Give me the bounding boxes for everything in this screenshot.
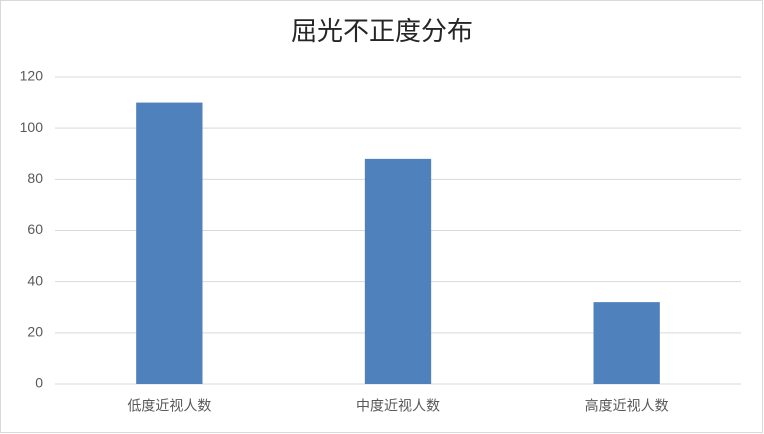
y-tick-label: 0	[35, 375, 43, 391]
x-tick-label: 低度近视人数	[127, 398, 211, 414]
bar	[136, 102, 203, 384]
bar	[364, 158, 432, 384]
x-tick-label: 高度近视人数	[585, 398, 669, 414]
y-tick-label: 120	[20, 68, 44, 84]
bar	[593, 302, 660, 384]
x-tick-label: 中度近视人数	[356, 398, 440, 414]
y-tick-label: 40	[27, 272, 43, 288]
y-tick-label: 100	[20, 119, 44, 135]
chart-title: 屈光不正度分布	[291, 17, 473, 46]
y-tick-label: 60	[27, 221, 43, 237]
y-tick-label: 20	[27, 324, 43, 340]
y-tick-label: 80	[27, 170, 43, 186]
